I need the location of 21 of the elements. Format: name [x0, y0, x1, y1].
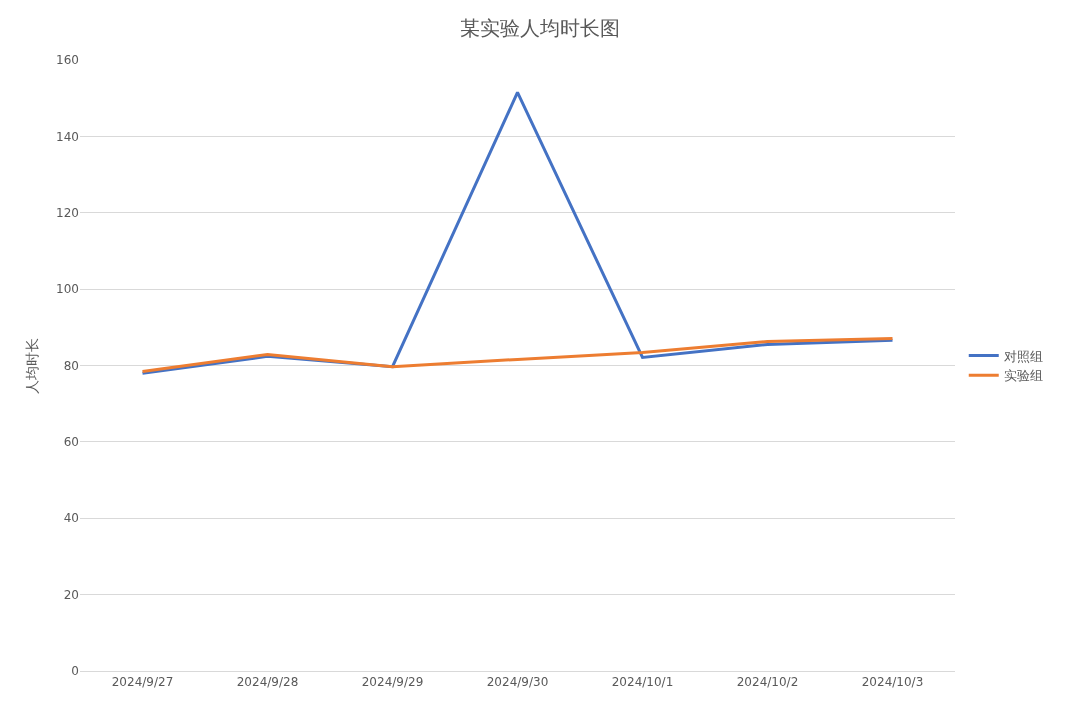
x-tick-label: 2024/10/3 [861, 675, 924, 690]
y-tick-label: 100 [56, 282, 79, 297]
x-tick-label: 2024/9/29 [361, 675, 424, 690]
x-tick-label: 2024/9/30 [486, 675, 549, 690]
y-tick-label: 160 [56, 53, 79, 68]
x-tick-label: 2024/9/28 [236, 675, 299, 690]
y-tick-label: 60 [63, 435, 79, 450]
y-tick-label: 20 [63, 587, 79, 602]
legend-label: 对照组 [1003, 348, 1043, 364]
y-tick-label: 140 [56, 129, 79, 144]
x-tick-label: 2024/9/27 [111, 675, 174, 690]
line-series [141, 336, 894, 374]
chart-title: 某实验人均时长图 [460, 16, 620, 41]
x-tick-label: 2024/10/1 [611, 675, 674, 690]
y-axis-title: 人均时长 [23, 337, 40, 394]
legend-label: 实验组 [1003, 368, 1043, 384]
y-tick-label: 0 [71, 664, 79, 679]
y-tick-label: 80 [63, 358, 79, 373]
x-tick-label: 2024/10/2 [736, 675, 799, 690]
y-tick-label: 40 [63, 511, 79, 526]
y-tick-label: 120 [56, 205, 79, 220]
